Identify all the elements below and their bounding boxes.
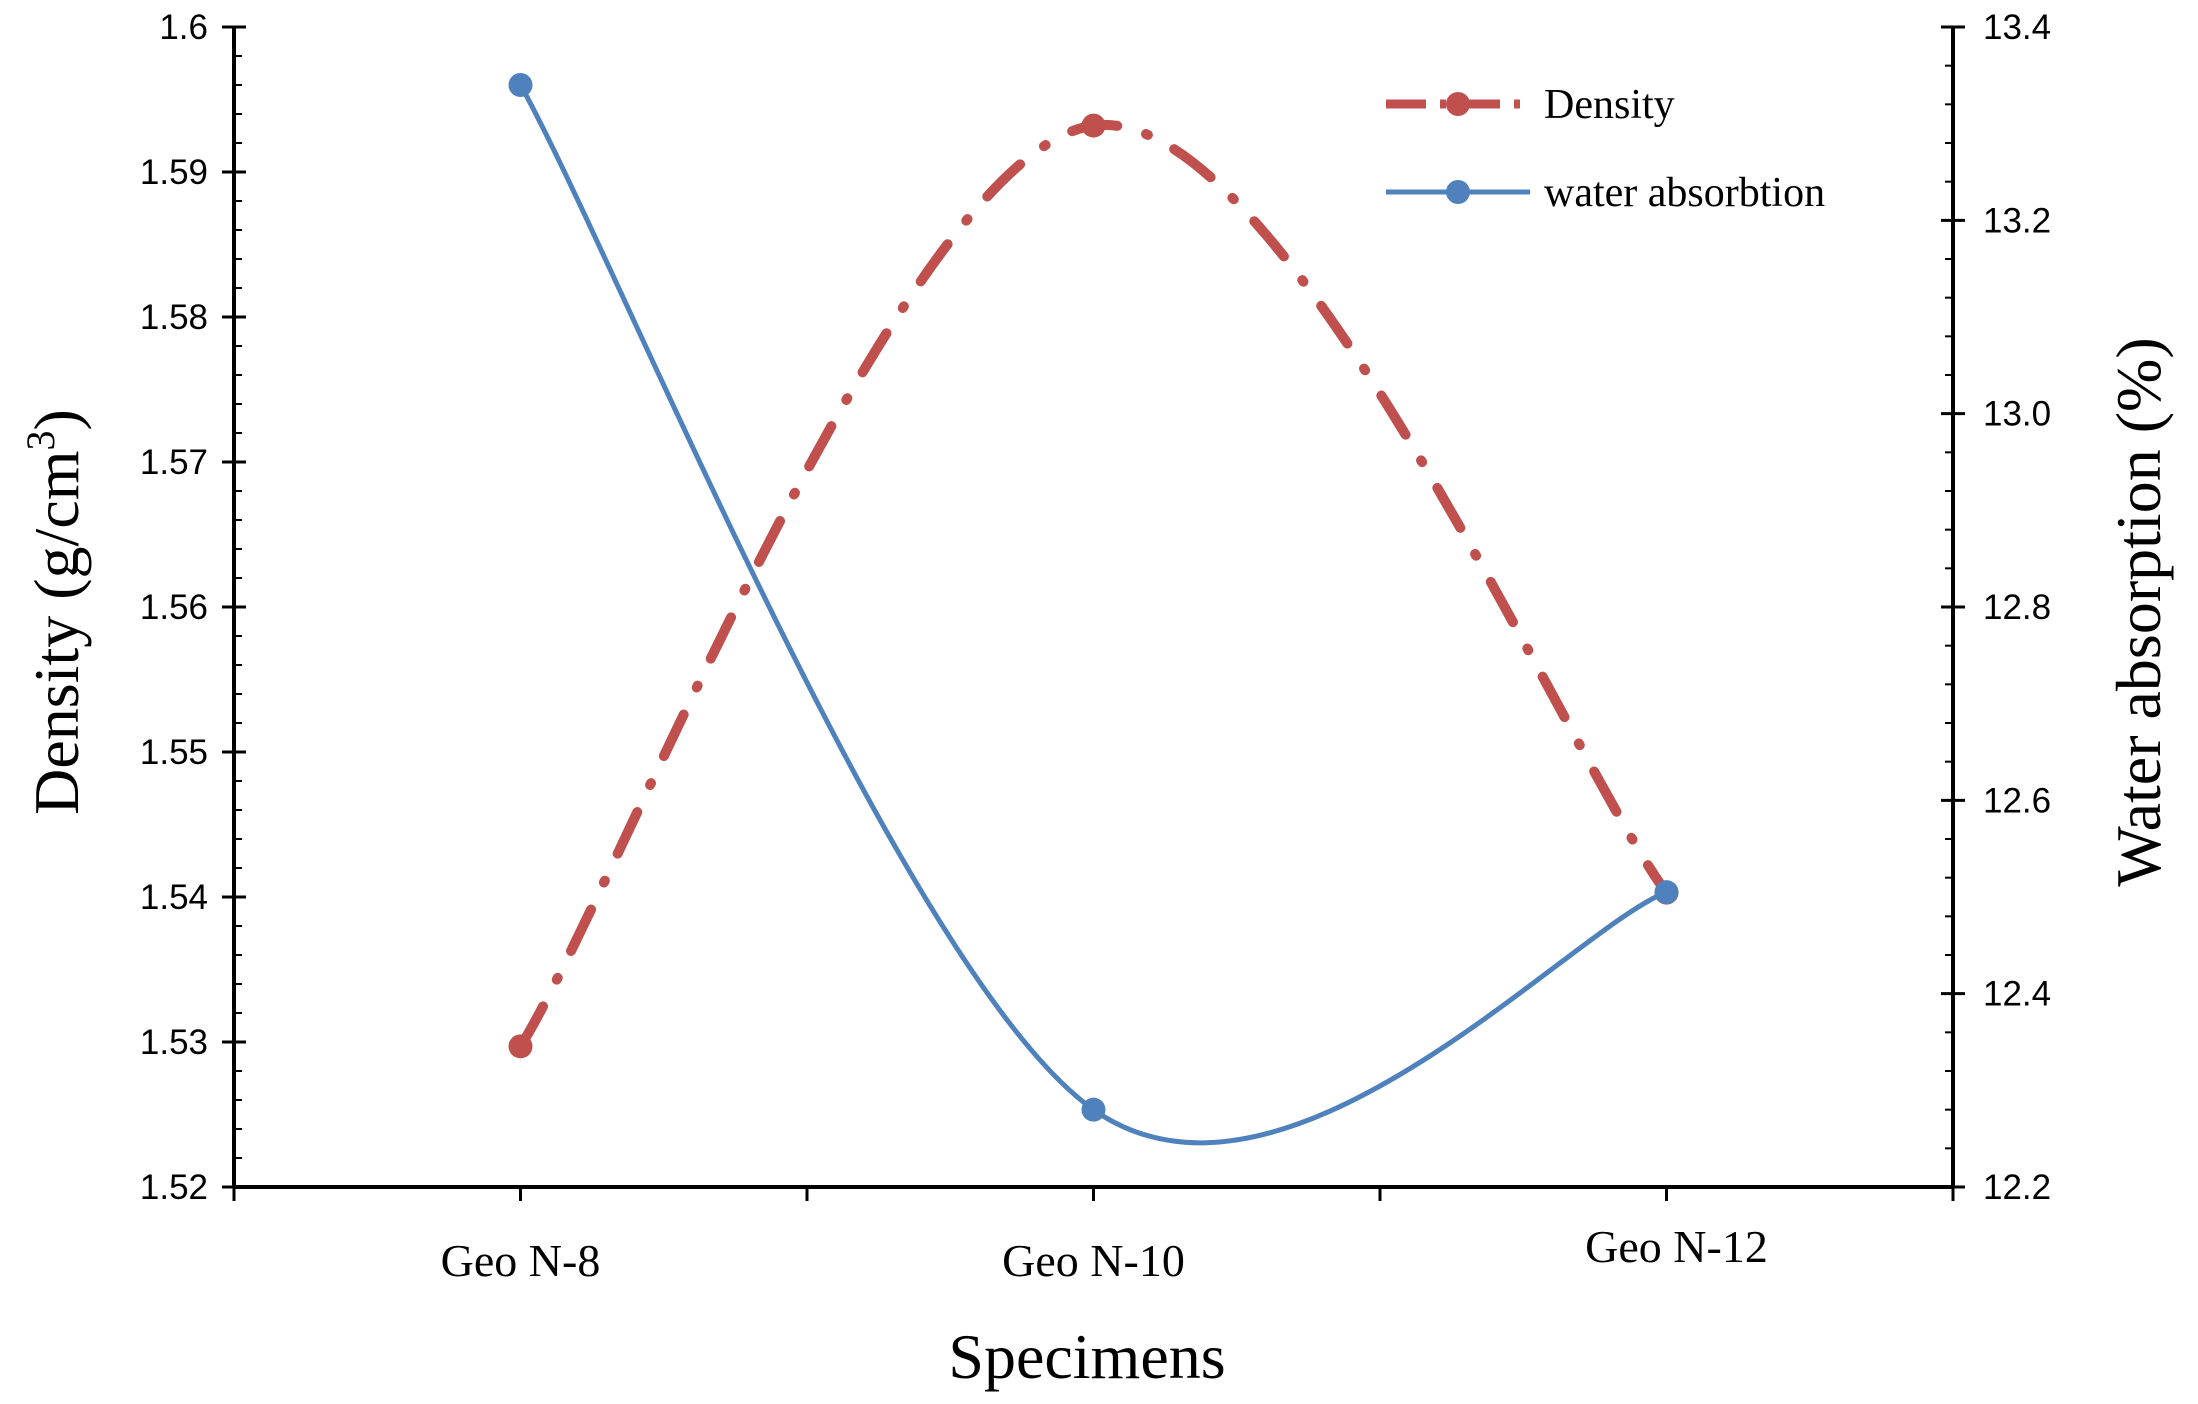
- left-axis-title: Density (g/cm3): [18, 409, 92, 815]
- water-absorbtion-point: [1654, 880, 1679, 905]
- density-point: [1081, 113, 1106, 138]
- x-axis-title: Specimens: [948, 1321, 1225, 1392]
- category-label: Geo N-10: [1002, 1235, 1185, 1286]
- legend: Density water absorbtion: [1386, 82, 1825, 216]
- category-label: Geo N-8: [441, 1235, 601, 1286]
- right-axis-tick-labels: 12.2 12.4 12.6 12.8 13.0 13.2 13.4: [1983, 8, 2051, 1207]
- legend-density-marker: [1446, 92, 1470, 116]
- left-tick-label: 1.6: [159, 8, 208, 47]
- category-labels: Geo N-8 Geo N-10 Geo N-12: [441, 1221, 1768, 1286]
- water-absorbtion-point: [1081, 1097, 1106, 1122]
- legend-item-density: Density: [1386, 82, 1675, 128]
- left-axis-tick-labels: 1.52 1.53 1.54 1.55 1.56 1.57 1.58 1.59 1.6: [140, 8, 208, 1207]
- series-layer: [508, 73, 1679, 1146]
- left-tick-label: 1.55: [140, 733, 208, 772]
- density-point: [508, 1034, 533, 1059]
- left-tick-label: 1.54: [140, 878, 208, 917]
- right-tick-label: 12.4: [1983, 975, 2051, 1014]
- right-tick-label: 13.4: [1983, 8, 2051, 47]
- water-absorbtion-series-line: [518, 82, 1669, 1146]
- legend-water-marker: [1446, 180, 1470, 204]
- category-label: Geo N-12: [1585, 1221, 1768, 1272]
- right-tick-label: 12.2: [1983, 1168, 2051, 1207]
- left-tick-label: 1.58: [140, 298, 208, 337]
- left-tick-label: 1.56: [140, 588, 208, 627]
- density-series-line: [515, 120, 1672, 1052]
- legend-density-label: Density: [1544, 82, 1675, 128]
- right-axis-title: Water absorption (%): [2103, 337, 2174, 886]
- right-tick-label: 12.6: [1983, 781, 2051, 820]
- left-tick-label: 1.57: [140, 443, 208, 482]
- legend-water-label: water absorbtion: [1544, 170, 1825, 216]
- left-tick-label: 1.59: [140, 153, 208, 192]
- water-absorbtion-point: [508, 73, 533, 97]
- left-tick-label: 1.53: [140, 1023, 208, 1062]
- right-tick-label: 12.8: [1983, 588, 2051, 627]
- right-tick-label: 13.2: [1983, 201, 2051, 240]
- legend-item-water-absorbtion: water absorbtion: [1386, 170, 1825, 216]
- right-tick-label: 13.0: [1983, 395, 2051, 434]
- left-tick-label: 1.52: [140, 1168, 208, 1207]
- axes-layer: [222, 25, 1965, 1201]
